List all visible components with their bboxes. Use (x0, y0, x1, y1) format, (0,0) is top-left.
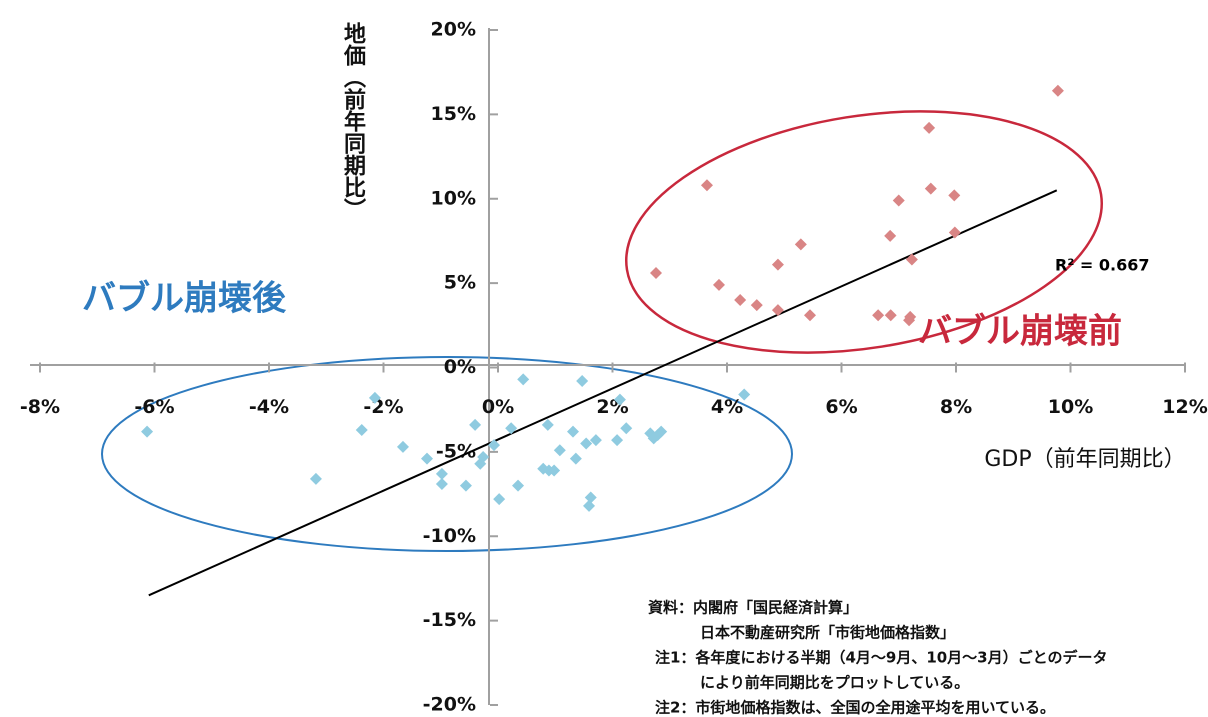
source-note: 注2：市街地価格指数は、全国の全用途平均を用いている。 (655, 699, 1055, 717)
scatter-point (541, 418, 554, 431)
y-tick-label: -15% (423, 609, 476, 631)
scatter-point (905, 253, 918, 266)
y-tick-label: 5% (444, 272, 476, 294)
scatter-point (569, 452, 582, 465)
scatter-point (924, 182, 937, 195)
scatter-point (712, 278, 725, 291)
source-note: により前年同期比をプロットしている。 (700, 674, 969, 692)
scatter-point (469, 418, 482, 431)
scatter-point (576, 375, 589, 387)
scatter-point (700, 179, 713, 192)
scatter-point (580, 437, 593, 450)
source-note: 注1：各年度における半期（4月～9月、10月～3月）ごとのデータ (655, 649, 1107, 667)
x-tick-label: -6% (134, 396, 174, 418)
post-bubble-ellipse (101, 356, 793, 552)
scatter-point (948, 189, 961, 202)
pre-bubble-ellipse (625, 110, 1103, 354)
y-tick-label: 10% (431, 187, 476, 209)
y-tick-label: -20% (423, 694, 476, 716)
scatter-point (794, 238, 807, 251)
x-tick-label: 6% (825, 396, 857, 418)
scatter-point (583, 499, 596, 512)
scatter-point (487, 439, 500, 452)
scatter-point (620, 422, 633, 435)
x-tick-label: 10% (1048, 396, 1093, 418)
scatter-point (650, 267, 663, 279)
scatter-point (738, 388, 751, 401)
scatter-point (309, 472, 322, 485)
y-axis-title: 地価（前年同期比） (340, 22, 367, 220)
x-axis-title: GDP（前年同期比） (984, 447, 1185, 472)
x-tick-label: 0% (482, 396, 514, 418)
scatter-point (553, 444, 566, 457)
y-tick-label: -5% (436, 440, 476, 462)
scatter-point (477, 450, 490, 463)
scatter-point (771, 304, 784, 317)
scatter-point (611, 434, 624, 447)
scatter-point (459, 479, 472, 492)
pre-bubble-label: バブル崩壊前 (918, 312, 1122, 352)
scatter-point (734, 294, 747, 306)
scatter-point (589, 434, 602, 447)
scatter-point (141, 425, 154, 438)
post-bubble-label: バブル崩壊後 (82, 279, 287, 319)
scatter-point (804, 309, 817, 322)
source-note: 資料：内閣府「国民経済計算」 (648, 599, 858, 617)
scatter-point (505, 422, 518, 435)
x-tick-label: 8% (940, 396, 972, 418)
scatter-point (368, 391, 381, 404)
x-tick-label: -2% (363, 396, 403, 418)
scatter-point (884, 229, 897, 242)
scatter-point (517, 373, 530, 386)
scatter-point (584, 491, 597, 504)
scatter-point (948, 226, 961, 239)
scatter-point (566, 425, 579, 438)
scatter-point (771, 258, 784, 271)
trendline (148, 189, 1058, 597)
scatter-point (512, 479, 525, 492)
x-tick-label: 4% (711, 396, 743, 418)
scatter-point (435, 477, 448, 490)
y-tick-label: 0% (444, 356, 476, 378)
scatter-point (655, 425, 668, 438)
x-tick-label: -4% (249, 396, 289, 418)
scatter-point (421, 452, 434, 465)
scatter-point (613, 393, 626, 406)
scatter-point (548, 464, 561, 477)
scatter-point (355, 423, 368, 436)
scatter-point (872, 309, 885, 322)
y-tick-label: 20% (431, 19, 476, 41)
scatter-point (923, 121, 936, 134)
y-tick-label: -10% (423, 525, 476, 547)
x-tick-label: -8% (20, 396, 60, 418)
scatter-point (904, 310, 917, 323)
x-tick-label: 12% (1162, 396, 1207, 418)
scatter-point (493, 493, 506, 506)
scatter-point (884, 309, 897, 322)
scatter-point (750, 299, 763, 312)
scatter-point (396, 440, 409, 453)
scatter-point (892, 194, 905, 207)
r-squared-label: R² = 0.667 (1055, 256, 1149, 275)
scatter-point (1051, 84, 1064, 97)
y-tick-label: 15% (431, 103, 476, 125)
scatter-point (435, 467, 448, 480)
source-note: 日本不動産研究所「市街地価格指数」 (700, 624, 955, 642)
